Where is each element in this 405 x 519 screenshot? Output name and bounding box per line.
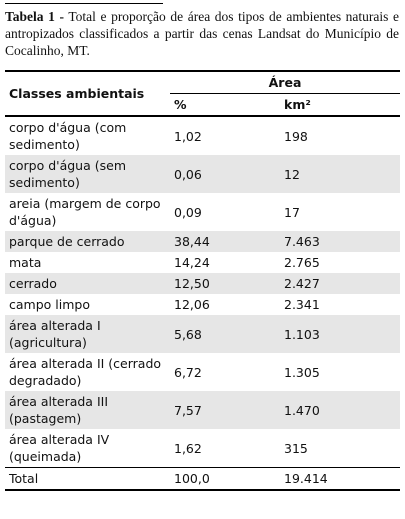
table-cell: Total bbox=[5, 467, 170, 491]
table-cell: 1.470 bbox=[280, 391, 401, 429]
header-cell: Área bbox=[170, 70, 401, 94]
table-cell: área alterada II (cerrado degradado) bbox=[9, 356, 162, 388]
table-row: área alterada I (agricultura) 5,68 1.103 bbox=[5, 315, 401, 353]
table-cell: campo limpo bbox=[9, 297, 90, 312]
table-cell: 14,24 bbox=[174, 255, 210, 270]
caption-text: Total e proporção de área dos tipos de a… bbox=[5, 9, 400, 58]
table-cell: área alterada III (pastagem) bbox=[5, 391, 170, 429]
table-cell: 2.427 bbox=[280, 273, 401, 294]
table-cell: 0,09 bbox=[174, 204, 202, 220]
table-cell: 12 bbox=[280, 155, 401, 193]
table-row: corpo d'água (com sedimento) 1,02 198 bbox=[5, 116, 400, 155]
table-cell: 2.341 bbox=[284, 297, 320, 312]
table-row: área alterada II (cerrado degradado) 6,72… bbox=[5, 353, 400, 391]
table-cell: 1,62 bbox=[174, 440, 202, 456]
header-cell: % bbox=[170, 93, 280, 117]
table-cell: 7.463 bbox=[280, 231, 401, 252]
table-cell: 1.305 bbox=[284, 364, 320, 380]
data-table: Classes ambientais Área % km² corpo d'ág… bbox=[5, 70, 401, 491]
table-cell: 315 bbox=[284, 440, 308, 456]
table-cell: 5,68 bbox=[170, 315, 280, 353]
table-cell: área alterada I (agricultura) bbox=[5, 315, 170, 353]
header-cell: km² bbox=[280, 93, 401, 117]
table-row: parque de cerrado 38,44 7.463 bbox=[5, 231, 401, 252]
table-row: Total 100,0 19.414 bbox=[5, 467, 401, 491]
table-cell: 19.414 bbox=[280, 467, 401, 491]
table-cell: areia (margem de corpo d'água) bbox=[9, 196, 161, 228]
table-cell: 12,50 bbox=[170, 273, 280, 294]
table-row: mata 14,24 2.765 bbox=[5, 252, 400, 273]
header-row: Classes ambientais Área bbox=[5, 70, 401, 117]
table-cell: 0,06 bbox=[170, 155, 280, 193]
table-row: área alterada III (pastagem) 7,57 1.470 bbox=[5, 391, 401, 429]
header-row: % km² bbox=[5, 93, 401, 117]
table-cell: cerrado bbox=[5, 273, 170, 294]
table-cell: 2.765 bbox=[284, 255, 320, 270]
table-body: corpo d'água (com sedimento) 1,02 198 corpo… bbox=[5, 116, 401, 491]
table-cell: 38,44 bbox=[170, 231, 280, 252]
table-row: área alterada IV (queimada) 1,62 315 bbox=[5, 429, 400, 468]
header-cell: Classes ambientais bbox=[5, 70, 170, 117]
table-row: campo limpo 12,06 2.341 bbox=[5, 294, 400, 315]
table-cell: mata bbox=[9, 255, 42, 270]
table-row: corpo d'água (sem sedimento) 0,06 12 bbox=[5, 155, 401, 193]
caption-label: Tabela 1 - bbox=[5, 9, 64, 24]
table-cell: parque de cerrado bbox=[5, 231, 170, 252]
table-cell: 6,72 bbox=[174, 364, 202, 380]
table-cell: corpo d'água (com sedimento) bbox=[9, 120, 127, 152]
table-cell: corpo d'água (sem sedimento) bbox=[5, 155, 170, 193]
table-row: areia (margem de corpo d'água) 0,09 17 bbox=[5, 193, 400, 231]
table-cell: 1,02 bbox=[174, 128, 202, 144]
table-cell: 12,06 bbox=[174, 297, 210, 312]
top-rule bbox=[5, 3, 163, 4]
table-cell: 7,57 bbox=[170, 391, 280, 429]
table-cell: área alterada IV (queimada) bbox=[9, 432, 110, 464]
table-cell: 17 bbox=[284, 204, 300, 220]
table-cell: 100,0 bbox=[170, 467, 280, 491]
table-cell: 198 bbox=[284, 128, 308, 144]
table-row: cerrado 12,50 2.427 bbox=[5, 273, 401, 294]
caption: Tabela 1 - Total e proporção de área dos… bbox=[5, 8, 399, 59]
table-cell: 1.103 bbox=[280, 315, 401, 353]
